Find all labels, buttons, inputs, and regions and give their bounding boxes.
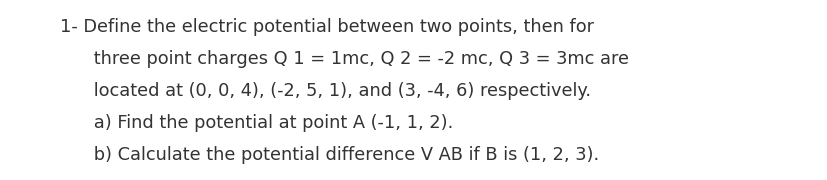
Text: 1- Define the electric potential between two points, then for: 1- Define the electric potential between… <box>60 18 593 36</box>
Text: three point charges Q 1 = 1mc, Q 2 = -2 mc, Q 3 = 3mc are: three point charges Q 1 = 1mc, Q 2 = -2 … <box>60 50 629 68</box>
Text: located at (0, 0, 4), (-2, 5, 1), and (3, -4, 6) respectively.: located at (0, 0, 4), (-2, 5, 1), and (3… <box>60 82 590 100</box>
Text: b) Calculate the potential difference V AB if B is (1, 2, 3).: b) Calculate the potential difference V … <box>60 146 599 164</box>
Text: a) Find the potential at point A (-1, 1, 2).: a) Find the potential at point A (-1, 1,… <box>60 114 452 132</box>
